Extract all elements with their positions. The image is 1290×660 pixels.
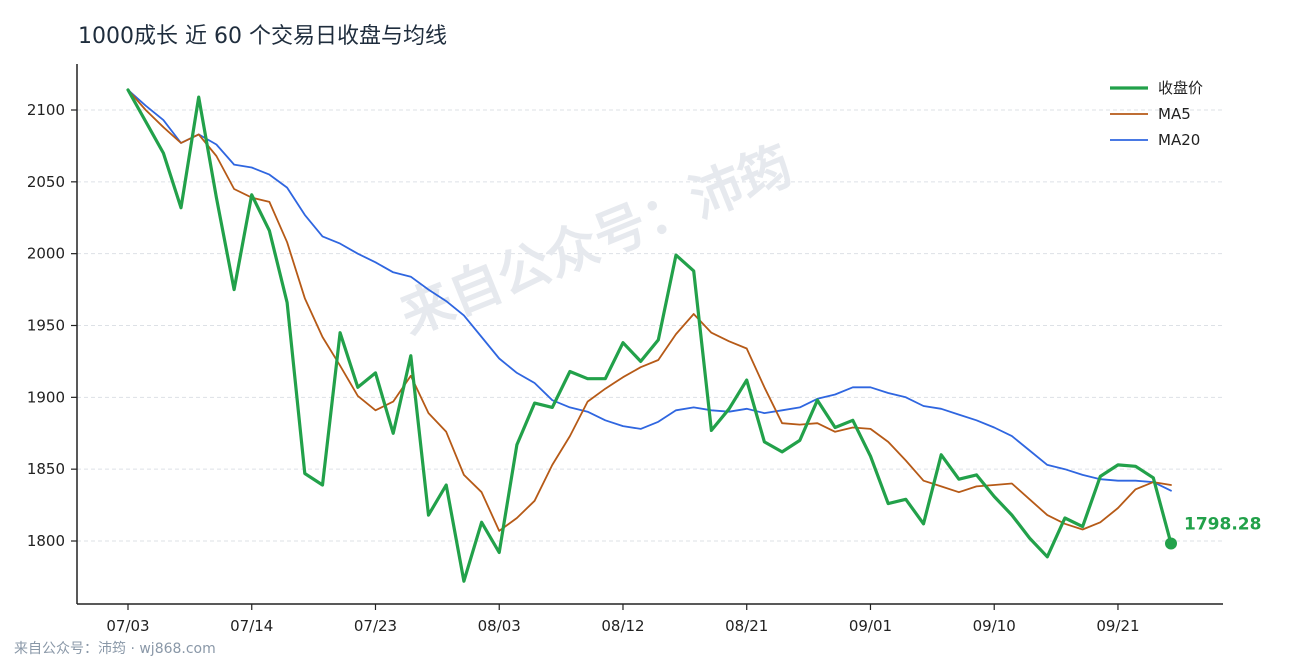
legend-label: MA20 xyxy=(1158,131,1200,149)
tick-labels: 1800 1850 1900 1950 2000 2050 2100 07/03 07/14 07… xyxy=(27,101,1140,635)
x-tick-label: 09/21 xyxy=(1096,617,1139,635)
end-marker: 1798.28 xyxy=(1165,514,1261,550)
axes xyxy=(76,64,1223,605)
y-tick-label: 2000 xyxy=(27,245,65,263)
legend-label: 收盘价 xyxy=(1158,79,1203,97)
y-tick-label: 2050 xyxy=(27,173,65,191)
x-tick-label: 08/12 xyxy=(601,617,644,635)
y-tick-label: 1850 xyxy=(27,460,65,478)
legend: 收盘价 MA5 MA20 xyxy=(1110,79,1203,149)
y-tick-label: 1950 xyxy=(27,317,65,335)
x-tick-label: 07/03 xyxy=(106,617,149,635)
chart-title: 1000成长 近 60 个交易日收盘与均线 xyxy=(78,24,447,49)
x-tick-label: 07/23 xyxy=(354,617,397,635)
y-tick-label: 2100 xyxy=(27,101,65,119)
y-tick-label: 1900 xyxy=(27,388,65,406)
x-tick-label: 09/01 xyxy=(849,617,892,635)
x-tick-label: 08/03 xyxy=(478,617,521,635)
end-value-label: 1798.28 xyxy=(1184,514,1261,534)
gridlines xyxy=(77,109,1223,542)
y-tick-label: 1800 xyxy=(27,532,65,550)
x-tick-label: 08/21 xyxy=(725,617,768,635)
legend-label: MA5 xyxy=(1158,105,1191,123)
watermark-text: 来自公众号：沛筠 xyxy=(392,136,800,347)
series-ma5-line xyxy=(127,89,1172,532)
series-close-line xyxy=(126,88,1173,583)
footer-credit: 来自公众号：沛筠 · wj868.com xyxy=(14,641,216,657)
series-ma20-line xyxy=(127,89,1172,492)
series-lines xyxy=(126,88,1173,583)
x-tick-label: 07/14 xyxy=(230,617,273,635)
x-tick-label: 09/10 xyxy=(973,617,1016,635)
end-point-marker xyxy=(1165,537,1177,550)
